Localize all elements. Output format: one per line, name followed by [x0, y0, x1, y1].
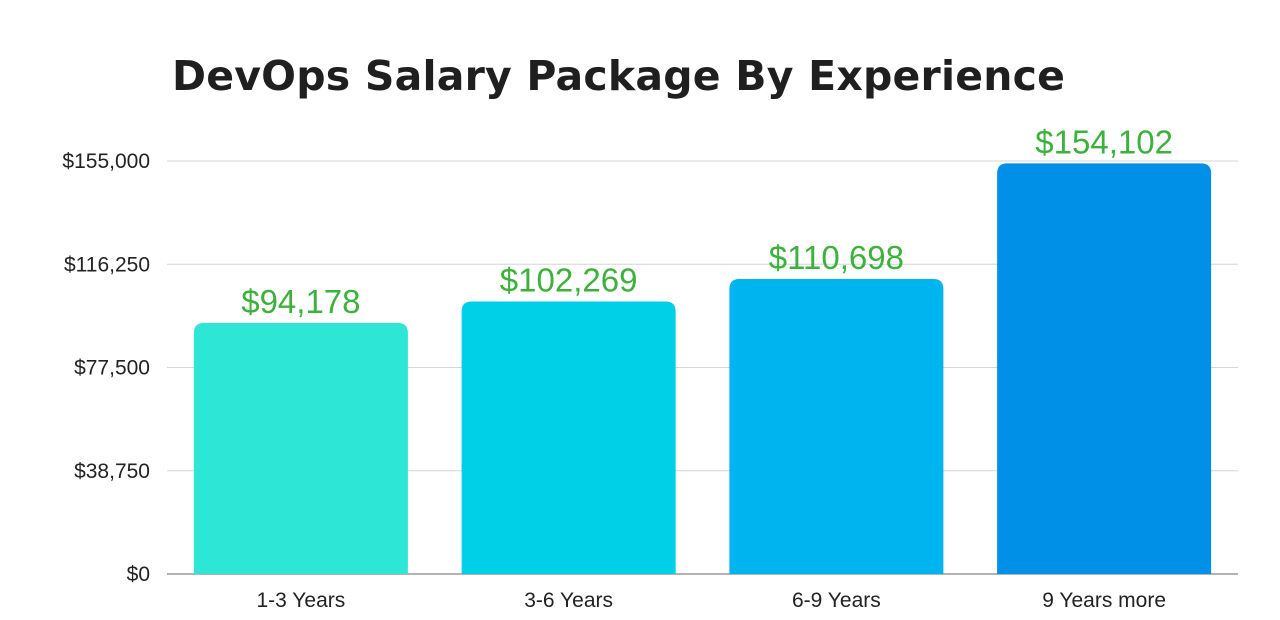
data-labels: $94,178 $102,269 $110,698 $154,102	[241, 123, 1173, 320]
chart-title: DevOps Salary Package By Experience	[172, 52, 1066, 100]
bar	[193, 323, 408, 574]
bar-value-label: $154,102	[1035, 123, 1173, 160]
x-tick-label: 9 Years more	[1042, 589, 1166, 612]
bar	[997, 163, 1212, 574]
bar	[729, 279, 944, 574]
y-axis: $0 $38,750 $77,500 $116,250 $155,000	[62, 150, 150, 586]
y-tick-label: $77,500	[74, 357, 150, 380]
y-tick-label: $155,000	[62, 150, 150, 173]
bars	[193, 163, 1212, 574]
bar-value-label: $110,698	[769, 239, 904, 276]
x-tick-label: 3-6 Years	[524, 589, 613, 612]
x-tick-label: 6-9 Years	[792, 589, 881, 612]
bar	[461, 301, 676, 574]
y-tick-label: $116,250	[64, 253, 150, 276]
bar-value-label: $102,269	[500, 262, 638, 299]
y-tick-label: $38,750	[74, 460, 150, 483]
bar-value-label: $94,178	[241, 283, 360, 320]
y-tick-label: $0	[127, 563, 150, 586]
x-tick-label: 1-3 Years	[257, 589, 346, 612]
x-axis: 1-3 Years 3-6 Years 6-9 Years 9 Years more	[257, 589, 1167, 612]
